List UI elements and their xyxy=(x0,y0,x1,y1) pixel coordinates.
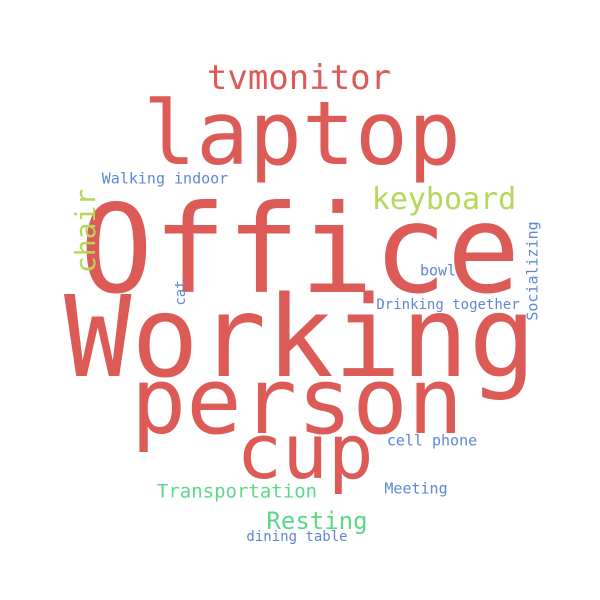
word-resting: Resting xyxy=(266,507,368,535)
word-tvmonitor: tvmonitor xyxy=(206,58,392,98)
word-dining-table: dining table xyxy=(246,529,348,545)
word-person: person xyxy=(130,348,464,455)
word-keyboard: keyboard xyxy=(371,182,517,217)
word-walking-indoor: Walking indoor xyxy=(101,169,229,188)
word-transportation: Transportation xyxy=(156,480,318,503)
word-drinking-together: Drinking together xyxy=(376,297,520,313)
word-working: Working xyxy=(63,273,537,403)
word-laptop: laptop xyxy=(143,82,461,185)
word-office: Office xyxy=(79,179,521,321)
word-chair: chair xyxy=(69,188,102,274)
word-meeting: Meeting xyxy=(384,479,448,498)
word-socializing: Socializing xyxy=(523,221,542,321)
word-bowl: bowl xyxy=(419,261,457,280)
word-cup: cup xyxy=(236,407,374,496)
word-cat: cat xyxy=(173,280,189,306)
word-cell-phone: cell phone xyxy=(386,431,478,450)
